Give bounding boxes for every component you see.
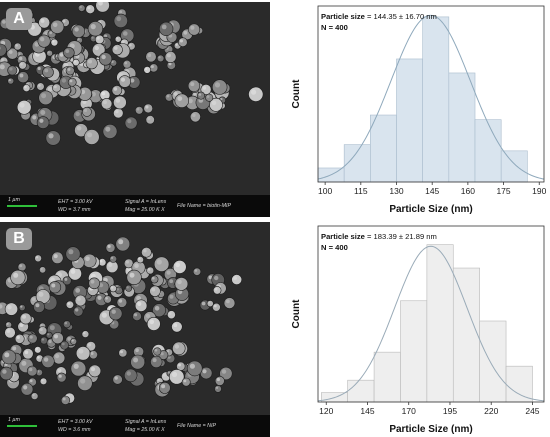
annotation-label: Particle size bbox=[321, 12, 365, 21]
scale-bar-b bbox=[7, 425, 37, 427]
panel-label-a: A bbox=[6, 8, 32, 30]
particle-texture bbox=[0, 236, 243, 405]
histogram-panel-a: 100 115 130 145 160 175 190 Particle Size (nm) C… bbox=[284, 2, 550, 217]
x-tick-label: 190 bbox=[532, 186, 546, 196]
file-name-b: File Name = NIP bbox=[177, 423, 217, 429]
histogram-bar bbox=[452, 267, 480, 403]
x-tick-label: 145 bbox=[425, 186, 439, 196]
plot-frame bbox=[317, 5, 545, 183]
sample-count: N = 400 bbox=[321, 243, 348, 252]
x-tick-label: 170 bbox=[402, 406, 416, 416]
x-tick-label: 175 bbox=[496, 186, 510, 196]
annotation-label: Particle size bbox=[321, 232, 365, 241]
histogram-bar bbox=[422, 16, 450, 183]
signal-a: Signal A = InLens bbox=[125, 199, 167, 205]
histogram-panel-b: 120 145 170 195 220 245 Particle Size (nm) Coun… bbox=[284, 222, 550, 437]
y-axis-label: Count bbox=[291, 79, 302, 109]
normal-fit-curve bbox=[317, 14, 545, 180]
x-tick-label: 115 bbox=[354, 186, 368, 196]
mag-a: Mag = 25.00 K X bbox=[125, 207, 165, 213]
x-tick-label: 160 bbox=[461, 186, 475, 196]
plot-frame bbox=[317, 225, 545, 403]
x-tick-label: 145 bbox=[360, 406, 374, 416]
particle-size-annotation: Particle size = 183.39 ± 21.89 nm bbox=[321, 232, 437, 241]
x-tick-label: 100 bbox=[318, 186, 332, 196]
histogram-bar bbox=[373, 351, 401, 403]
scale-label-b: 1 µm bbox=[8, 417, 20, 423]
scale-label-a: 1 µm bbox=[8, 197, 20, 203]
histogram-bar bbox=[448, 72, 476, 183]
particle-size-annotation: Particle size = 144.35 ± 16.70 nm bbox=[321, 12, 437, 21]
sem-image-a: A 1 µm EHT = 3.00 kV WD = 3.7 mm Signal … bbox=[0, 2, 270, 217]
wd-b: WD = 3.6 mm bbox=[58, 427, 91, 433]
histogram-bar bbox=[500, 150, 528, 183]
histogram-bar bbox=[426, 244, 454, 403]
x-tick-label: 195 bbox=[443, 406, 457, 416]
histogram-bar bbox=[370, 114, 397, 183]
x-tick-label: 120 bbox=[319, 406, 333, 416]
sem-image-b: B 1 µm EHT = 3.00 kV WD = 3.6 mm Signal … bbox=[0, 222, 270, 437]
x-axis-label: Particle Size (nm) bbox=[389, 424, 472, 435]
file-name-a: File Name = biotin-MIP bbox=[177, 203, 232, 209]
eht-a: EHT = 3.00 kV bbox=[58, 199, 93, 205]
normal-fit-curve bbox=[317, 245, 545, 402]
sample-count: N = 400 bbox=[321, 23, 348, 32]
x-tick-label: 220 bbox=[484, 406, 498, 416]
scale-bar-a bbox=[7, 205, 37, 207]
signal-b: Signal A = InLens bbox=[125, 419, 167, 425]
x-tick-label: 130 bbox=[389, 186, 403, 196]
y-axis-label: Count bbox=[291, 299, 302, 329]
sem-micrograph-a bbox=[0, 2, 264, 146]
x-axis-label: Particle Size (nm) bbox=[389, 204, 472, 215]
histogram-bar bbox=[505, 365, 533, 403]
x-tick-label: 245 bbox=[525, 406, 539, 416]
particle-texture bbox=[0, 2, 264, 146]
histogram-a: 100 115 130 145 160 175 190 Particle Size (nm) C… bbox=[291, 5, 547, 215]
histogram-b: 120 145 170 195 220 245 Particle Size (nm) Coun… bbox=[291, 225, 545, 435]
annotation-value: = 144.35 ± 16.70 nm bbox=[365, 12, 437, 21]
mag-b: Mag = 25.00 K X bbox=[125, 427, 165, 433]
sem-info-bar-a: 1 µm EHT = 3.00 kV WD = 3.7 mm Signal A … bbox=[0, 195, 270, 217]
annotation-value: = 183.39 ± 21.89 nm bbox=[365, 232, 437, 241]
sem-micrograph-b bbox=[0, 236, 243, 405]
panel-label-b: B bbox=[6, 228, 32, 250]
histogram-bar bbox=[400, 300, 428, 403]
eht-b: EHT = 3.00 kV bbox=[58, 419, 93, 425]
histogram-bar bbox=[396, 58, 423, 183]
wd-a: WD = 3.7 mm bbox=[58, 207, 91, 213]
histogram-bar bbox=[479, 320, 507, 403]
sem-info-bar-b: 1 µm EHT = 3.00 kV WD = 3.6 mm Signal A … bbox=[0, 415, 270, 437]
histogram-bar bbox=[474, 119, 502, 183]
histogram-bar bbox=[347, 379, 375, 403]
